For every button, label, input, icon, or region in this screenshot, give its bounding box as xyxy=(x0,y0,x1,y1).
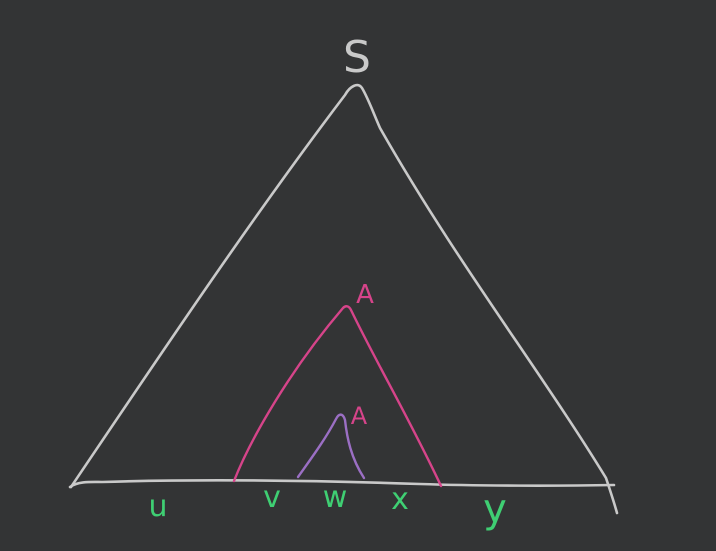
segment-label-v: v xyxy=(263,480,281,515)
segment-label-w: w xyxy=(323,480,348,515)
segment-label-y: y xyxy=(483,486,507,532)
segment-label-x: x xyxy=(391,482,409,517)
segment-label-u: u xyxy=(148,489,167,524)
outer-triangle-s xyxy=(69,83,619,515)
inner-label: A xyxy=(356,280,374,310)
nested-triangle-a xyxy=(296,413,366,480)
root-label: S xyxy=(343,32,371,83)
nested-label: A xyxy=(351,402,368,430)
baseline xyxy=(68,478,616,489)
inner-triangle-a xyxy=(232,305,443,488)
